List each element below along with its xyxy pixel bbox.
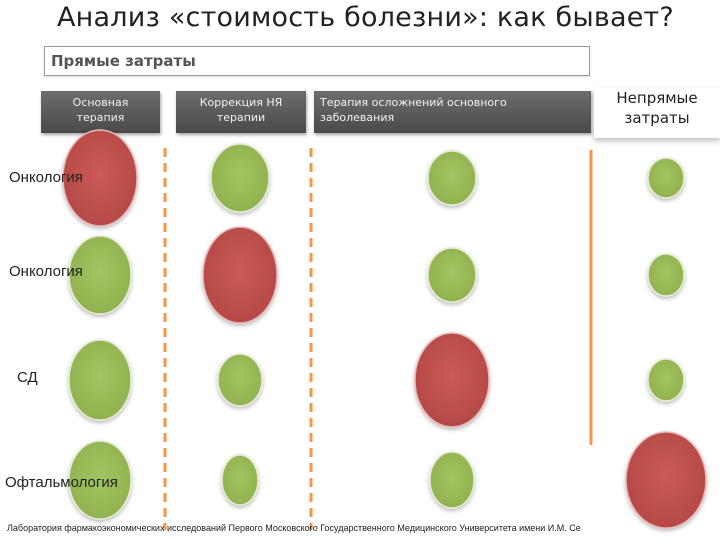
cost-circle-oncology-1-main-therapy-red: [62, 129, 138, 227]
page-title: Анализ «стоимость болезни»: как бывает?: [57, 2, 674, 33]
column-header-line: Основная: [72, 96, 129, 109]
cost-circle-oncology-2-indirect-green: [647, 253, 685, 297]
cost-circle-diabetes-indirect-green: [647, 358, 685, 402]
column-header-line: заболевания: [320, 111, 395, 124]
row-label-ophthalmology: Офтальмология: [5, 474, 118, 491]
indirect-costs-line: Непрямые: [616, 89, 698, 107]
footer-affiliation: Лаборатория фармакоэкономических исследо…: [7, 523, 581, 533]
cost-circle-oncology-1-indirect-green: [647, 157, 685, 199]
cost-circle-ophthalmology-main-therapy-green: [68, 440, 132, 520]
cost-circle-diabetes-ae-correction-green: [217, 353, 263, 407]
column-header-line: терапия: [76, 111, 125, 124]
cost-circle-oncology-2-complications-green: [427, 247, 477, 303]
cost-circle-oncology-1-ae-correction-green: [210, 143, 270, 213]
row-label-diabetes: СД: [17, 369, 38, 386]
cost-circle-oncology-2-main-therapy-green: [68, 235, 132, 315]
column-header-line: Коррекция НЯ: [199, 96, 283, 109]
row-label-oncology-2: Онкология: [9, 263, 83, 280]
column-header-main-therapy: Основная терапия: [41, 91, 160, 133]
cost-circle-ophthalmology-ae-correction-green: [221, 454, 259, 506]
direct-costs-box: Прямые затраты: [44, 46, 590, 76]
column-header-line: Терапия осложнений основного: [320, 96, 507, 109]
cost-circle-diabetes-main-therapy-green: [68, 339, 132, 421]
indirect-costs-header: Непрямые затраты: [594, 88, 720, 138]
column-header-complications: Терапия осложнений основного заболевания: [314, 91, 591, 133]
cost-circle-diabetes-complications-red: [414, 332, 490, 428]
cost-circle-ophthalmology-indirect-red: [625, 431, 707, 529]
direct-costs-label: Прямые затраты: [51, 52, 196, 70]
cost-circle-oncology-2-ae-correction-red: [202, 226, 278, 324]
row-label-oncology-1: Онкология: [9, 169, 83, 186]
column-header-line: терапии: [216, 111, 266, 124]
column-header-ae-correction: Коррекция НЯ терапии: [176, 91, 306, 133]
indirect-costs-line: затраты: [624, 109, 690, 127]
cost-circle-ophthalmology-complications-green: [429, 451, 475, 509]
cost-circle-oncology-1-complications-green: [427, 150, 477, 206]
